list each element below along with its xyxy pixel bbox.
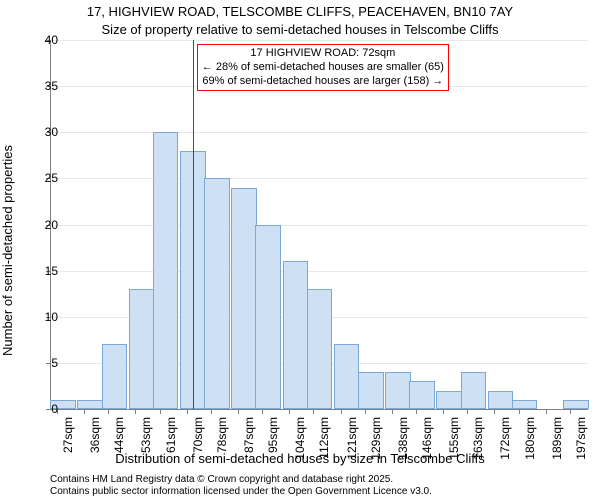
y-axis-label: Number of semi-detached properties — [0, 0, 14, 500]
x-tick-label: 121sqm — [345, 417, 359, 477]
footer-line2: Contains public sector information licen… — [50, 486, 432, 498]
histogram-bar — [283, 261, 309, 409]
x-tick-label: 197sqm — [574, 417, 588, 477]
chart-title-line1: 17, HIGHVIEW ROAD, TELSCOMBE CLIFFS, PEA… — [0, 4, 600, 19]
x-tick-mark — [160, 409, 161, 414]
x-tick-mark — [416, 409, 417, 414]
x-tick-mark — [211, 409, 212, 414]
histogram-bar — [204, 178, 230, 409]
y-tick-label: 15 — [32, 264, 58, 278]
x-tick-mark — [519, 409, 520, 414]
x-tick-label: 180sqm — [523, 417, 537, 477]
x-tick-label: 189sqm — [550, 417, 564, 477]
chart-title-line2: Size of property relative to semi-detach… — [0, 22, 600, 37]
x-tick-mark — [289, 409, 290, 414]
x-tick-label: 87sqm — [242, 417, 256, 477]
x-tick-label: 27sqm — [61, 417, 75, 477]
annotation-box: 17 HIGHVIEW ROAD: 72sqm← 28% of semi-det… — [197, 44, 449, 91]
x-tick-label: 138sqm — [396, 417, 410, 477]
y-tick-label: 40 — [32, 33, 58, 47]
x-tick-mark — [262, 409, 263, 414]
x-tick-mark — [570, 409, 571, 414]
annotation-line3: 69% of semi-detached houses are larger (… — [202, 75, 444, 89]
x-tick-mark — [365, 409, 366, 414]
x-tick-mark — [313, 409, 314, 414]
histogram-bar — [461, 372, 487, 409]
x-tick-mark — [494, 409, 495, 414]
annotation-line2: ← 28% of semi-detached houses are smalle… — [202, 61, 444, 75]
x-tick-label: 53sqm — [139, 417, 153, 477]
x-tick-label: 61sqm — [164, 417, 178, 477]
histogram-bar — [102, 344, 128, 409]
x-tick-mark — [135, 409, 136, 414]
x-tick-mark — [84, 409, 85, 414]
x-tick-mark — [546, 409, 547, 414]
histogram-bar — [512, 400, 538, 409]
y-axis-label-text: Number of semi-detached properties — [0, 145, 15, 356]
y-tick-label: 10 — [32, 310, 58, 324]
gridline — [51, 40, 588, 41]
x-tick-label: 36sqm — [88, 417, 102, 477]
histogram-bar — [358, 372, 384, 409]
x-tick-label: 44sqm — [112, 417, 126, 477]
gridline — [51, 178, 588, 179]
histogram-bar — [129, 289, 155, 409]
histogram-bar — [488, 391, 514, 409]
x-tick-label: 112sqm — [317, 417, 331, 477]
x-tick-mark — [238, 409, 239, 414]
x-tick-label: 78sqm — [215, 417, 229, 477]
marker-line — [193, 40, 194, 409]
gridline — [51, 225, 588, 226]
chart-root: { "title_line1": "17, HIGHVIEW ROAD, TEL… — [0, 0, 600, 500]
x-tick-label: 70sqm — [191, 417, 205, 477]
histogram-bar — [255, 225, 281, 410]
histogram-bar — [153, 132, 179, 409]
x-tick-mark — [341, 409, 342, 414]
histogram-bar — [334, 344, 360, 409]
x-tick-mark — [467, 409, 468, 414]
annotation-line1: 17 HIGHVIEW ROAD: 72sqm — [202, 47, 444, 61]
x-tick-mark — [108, 409, 109, 414]
histogram-bar — [385, 372, 411, 409]
x-tick-mark — [443, 409, 444, 414]
gridline — [51, 132, 588, 133]
histogram-bar — [307, 289, 333, 409]
plot-area: 17 HIGHVIEW ROAD: 72sqm← 28% of semi-det… — [50, 40, 588, 410]
gridline — [51, 271, 588, 272]
x-tick-label: 129sqm — [369, 417, 383, 477]
x-tick-label: 155sqm — [447, 417, 461, 477]
histogram-bar — [77, 400, 103, 409]
x-tick-label: 172sqm — [498, 417, 512, 477]
x-tick-label: 163sqm — [471, 417, 485, 477]
histogram-bar — [409, 381, 435, 409]
x-tick-label: 104sqm — [293, 417, 307, 477]
y-tick-label: 0 — [32, 402, 58, 416]
footer-attribution: Contains HM Land Registry data © Crown c… — [50, 474, 432, 498]
histogram-bar — [436, 391, 462, 409]
x-tick-label: 146sqm — [420, 417, 434, 477]
x-tick-label: 95sqm — [266, 417, 280, 477]
x-tick-mark — [392, 409, 393, 414]
x-tick-mark — [187, 409, 188, 414]
y-tick-label: 20 — [32, 218, 58, 232]
histogram-bar — [563, 400, 589, 409]
histogram-bar — [231, 188, 257, 409]
y-tick-label: 35 — [32, 79, 58, 93]
y-tick-label: 5 — [32, 356, 58, 370]
y-tick-label: 30 — [32, 125, 58, 139]
y-tick-label: 25 — [32, 171, 58, 185]
